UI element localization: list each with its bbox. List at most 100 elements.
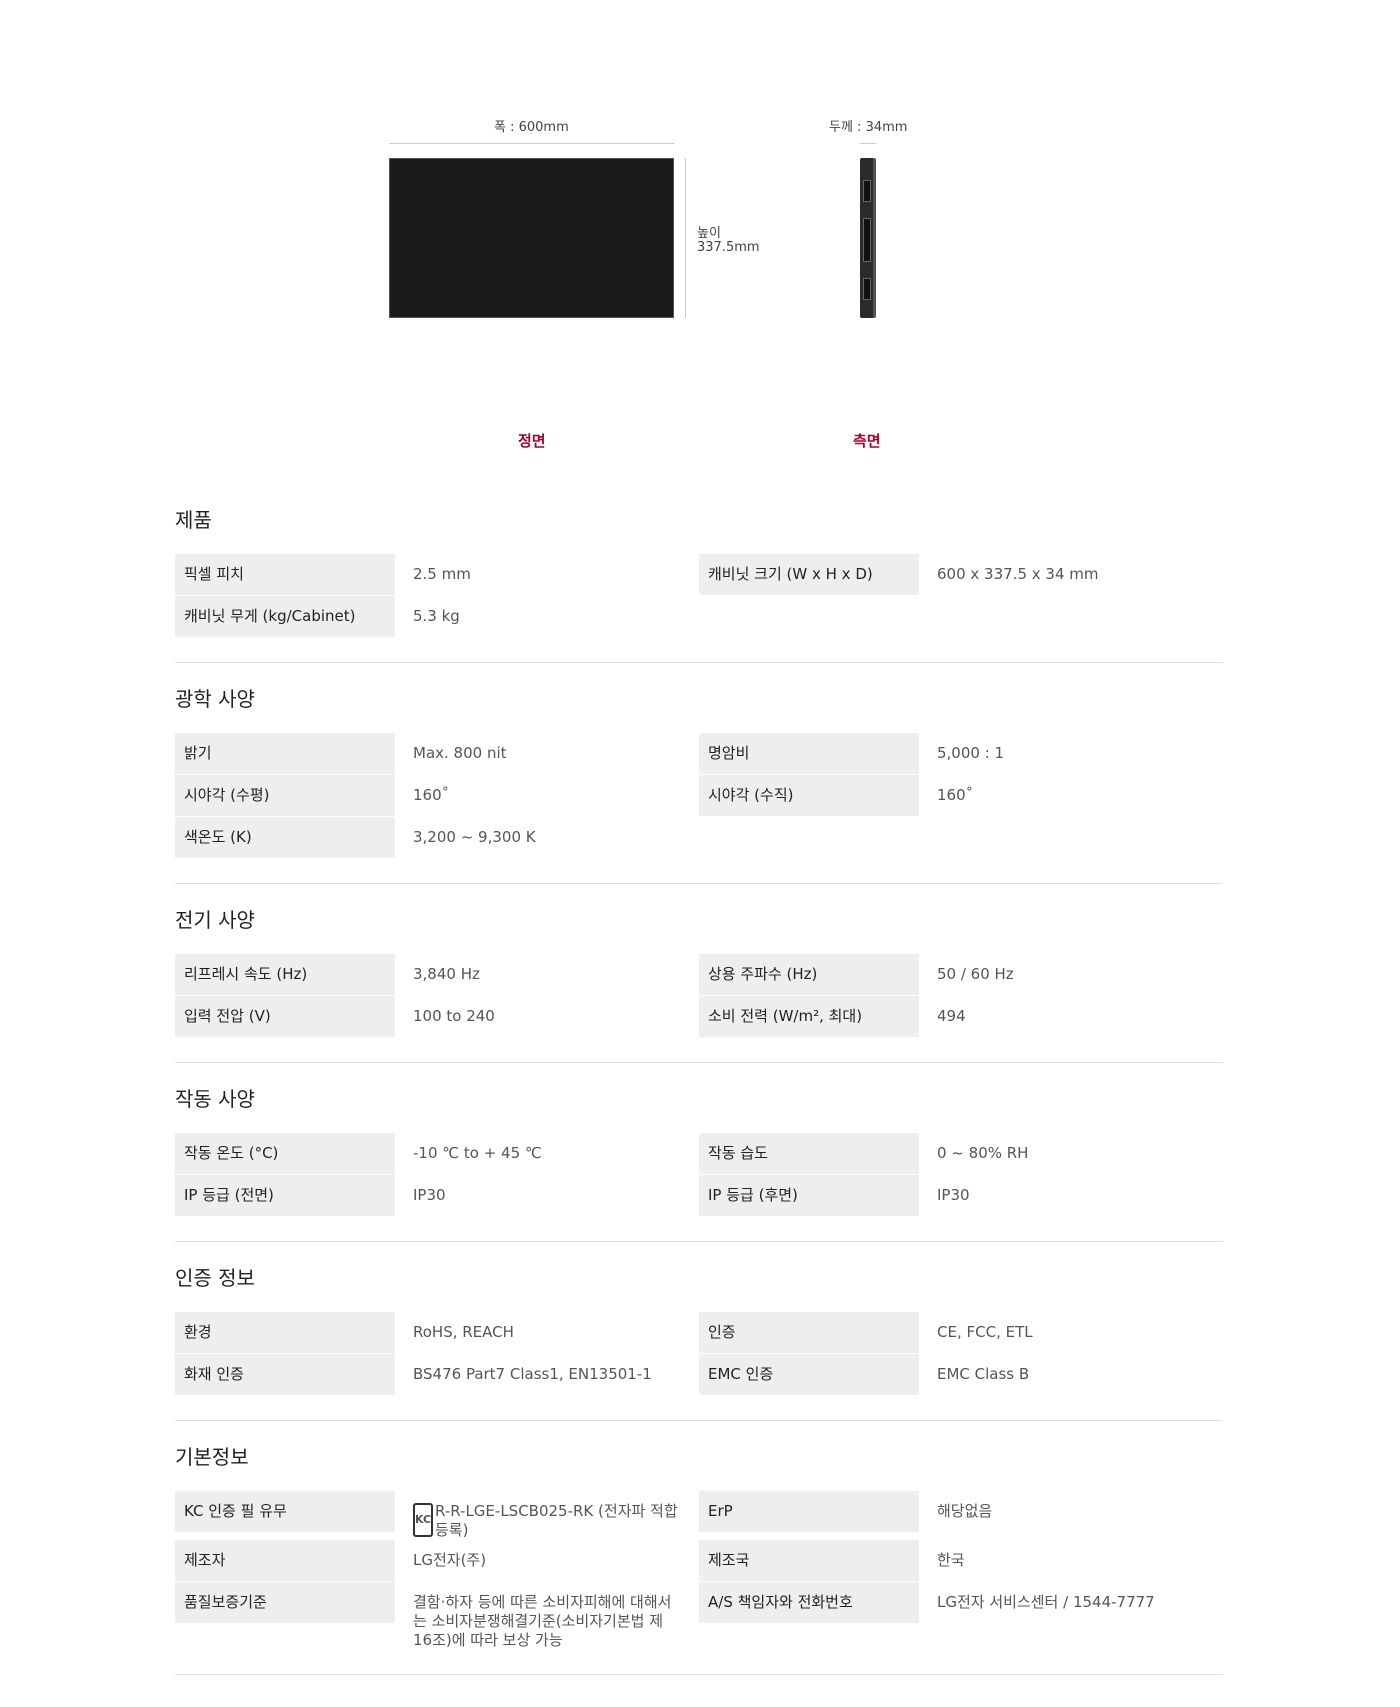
spec-item: 색온도 (K) 3,200 ~ 9,300 K [175,817,699,859]
spec-item: 상용 주파수 (Hz) 50 / 60 Hz [699,954,1223,996]
spec-item: 리프레시 속도 (Hz) 3,840 Hz [175,954,699,996]
spec-item: 제조국 한국 [699,1540,1223,1582]
spec-value-text: CE, FCC, ETL [937,1323,1033,1341]
spec-row: 캐비닛 무게 (kg/Cabinet) 5.3 kg [175,596,1223,638]
spec-label: 화재 인증 [175,1354,395,1395]
spec-label: IP 등급 (후면) [699,1175,919,1216]
spec-item: 작동 온도 (°C) -10 ℃ to + 45 ℃ [175,1133,699,1175]
spec-value: LG전자 서비스센터 / 1544-7777 [919,1582,1223,1612]
spec-value: Max. 800 nit [395,733,699,763]
spec-label: 인증 [699,1312,919,1353]
spec-row: KC 인증 필 유무 KC R-R-LGE-LSCB025-RK (전자파 적합등록… [175,1491,1223,1540]
depth-dimension-line [860,143,876,144]
spec-value: CE, FCC, ETL [919,1312,1223,1342]
spec-value-text: LG전자 서비스센터 / 1544-7777 [937,1593,1155,1611]
spec-label: KC 인증 필 유무 [175,1491,395,1532]
spec-value: 160˚ [919,775,1223,805]
spec-value: LG전자(주) [395,1540,699,1570]
spec-value: 100 to 240 [395,996,699,1026]
spec-value: BS476 Part7 Class1, EN13501-1 [395,1354,699,1384]
spec-section: 기본정보 KC 인증 필 유무 KC R-R-LGE-LSCB025-RK (전자파 … [175,1421,1223,1675]
section-title: 기본정보 [175,1445,249,1469]
spec-value: KC R-R-LGE-LSCB025-RK (전자파 적합등록) [395,1491,699,1540]
spec-value-text: 5.3 kg [413,607,460,625]
spec-item: 캐비닛 크기 (W x H x D) 600 x 337.5 x 34 mm [699,554,1223,596]
spec-item: 작동 습도 0 ~ 80% RH [699,1133,1223,1175]
spec-row: 제조자 LG전자(주) 제조국 한국 [175,1540,1223,1582]
spec-value: 600 x 337.5 x 34 mm [919,554,1223,584]
spec-value-text: RoHS, REACH [413,1323,514,1341]
spec-value-text: R-R-LGE-LSCB025-RK (전자파 적합등록) [435,1502,678,1539]
spec-item: 인증 CE, FCC, ETL [699,1312,1223,1354]
spec-row: 입력 전압 (V) 100 to 240 소비 전력 (W/m², 최대) 494 [175,996,1223,1038]
spec-item: A/S 책임자와 전화번호 LG전자 서비스센터 / 1544-7777 [699,1582,1223,1624]
spec-value-text: IP30 [413,1186,446,1204]
spec-item: 입력 전압 (V) 100 to 240 [175,996,699,1038]
spec-value-text: 160˚ [937,786,974,804]
spec-label: 캐비닛 무게 (kg/Cabinet) [175,596,395,637]
spec-row: IP 등급 (전면) IP30 IP 등급 (후면) IP30 [175,1175,1223,1217]
spec-item: 품질보증기준 결함·하자 등에 따른 소비자피해에 대해서는 소비자분쟁해결기준(… [175,1582,699,1650]
spec-item: 제조자 LG전자(주) [175,1540,699,1582]
spec-item: IP 등급 (후면) IP30 [699,1175,1223,1217]
section-title: 전기 사양 [175,908,255,932]
spec-value: EMC Class B [919,1354,1223,1384]
spec-value-text: EMC Class B [937,1365,1030,1383]
spec-label: ErP [699,1491,919,1532]
spec-item: 환경 RoHS, REACH [175,1312,699,1354]
spec-value: 0 ~ 80% RH [919,1133,1223,1163]
spec-value-text: 결함·하자 등에 따른 소비자피해에 대해서는 소비자분쟁해결기준(소비자기본법… [413,1593,672,1649]
spec-label: 품질보증기준 [175,1582,395,1623]
spec-value-text: 3,840 Hz [413,965,480,983]
side-panel-image [860,158,876,318]
spec-value: 5,000 : 1 [919,733,1223,763]
spec-value-text: 해당없음 [937,1502,993,1520]
spec-row: 색온도 (K) 3,200 ~ 9,300 K [175,817,1223,859]
section-title: 제품 [175,508,212,532]
side-caption: 측면 [853,432,881,450]
spec-row: 작동 온도 (°C) -10 ℃ to + 45 ℃ 작동 습도 0 ~ 80% RH [175,1133,1223,1175]
spec-row: 시야각 (수평) 160˚ 시야각 (수직) 160˚ [175,775,1223,817]
spec-label: EMC 인증 [699,1354,919,1395]
spec-label: 작동 습도 [699,1133,919,1174]
dimension-diagram: 폭 : 600mm 높이 337.5mm 두께 : 34mm 정면 측면 [0,0,1400,484]
spec-item: EMC 인증 EMC Class B [699,1354,1223,1396]
spec-value: 해당없음 [919,1491,1223,1521]
spec-value: IP30 [919,1175,1223,1205]
side-port [863,218,871,262]
spec-label: 리프레시 속도 (Hz) [175,954,395,995]
depth-label: 두께 : 34mm [829,120,908,135]
spec-item: 밝기 Max. 800 nit [175,733,699,775]
spec-value-text: 0 ~ 80% RH [937,1144,1029,1162]
side-port [863,278,871,300]
spec-item: 화재 인증 BS476 Part7 Class1, EN13501-1 [175,1354,699,1396]
spec-value: 5.3 kg [395,596,699,626]
width-dimension-line [389,143,674,144]
spec-item: ErP 해당없음 [699,1491,1223,1533]
spec-label: IP 등급 (전면) [175,1175,395,1216]
spec-label: 환경 [175,1312,395,1353]
spec-label: 밝기 [175,733,395,774]
spec-value-text: 494 [937,1007,966,1025]
section-title: 광학 사양 [175,687,255,711]
spec-value-text: 100 to 240 [413,1007,495,1025]
spec-value-text: Max. 800 nit [413,744,507,762]
spec-item: 명암비 5,000 : 1 [699,733,1223,775]
spec-value-text: 2.5 mm [413,565,471,583]
spec-value-text: 50 / 60 Hz [937,965,1014,983]
spec-section: 작동 사양 작동 온도 (°C) -10 ℃ to + 45 ℃ 작동 습도 0 ~ 8… [175,1063,1223,1242]
spec-label: 제조자 [175,1540,395,1581]
spec-value: 50 / 60 Hz [919,954,1223,984]
spec-item: 시야각 (수직) 160˚ [699,775,1223,817]
front-caption: 정면 [518,432,546,450]
spec-row: 리프레시 속도 (Hz) 3,840 Hz 상용 주파수 (Hz) 50 / 60 H… [175,954,1223,996]
spec-label: 입력 전압 (V) [175,996,395,1037]
spec-value-text: 600 x 337.5 x 34 mm [937,565,1099,583]
section-title: 인증 정보 [175,1266,255,1290]
spec-value: RoHS, REACH [395,1312,699,1342]
spec-item: 캐비닛 무게 (kg/Cabinet) 5.3 kg [175,596,699,638]
spec-label: 픽셀 피치 [175,554,395,595]
spec-row: 화재 인증 BS476 Part7 Class1, EN13501-1 EMC 인증… [175,1354,1223,1396]
